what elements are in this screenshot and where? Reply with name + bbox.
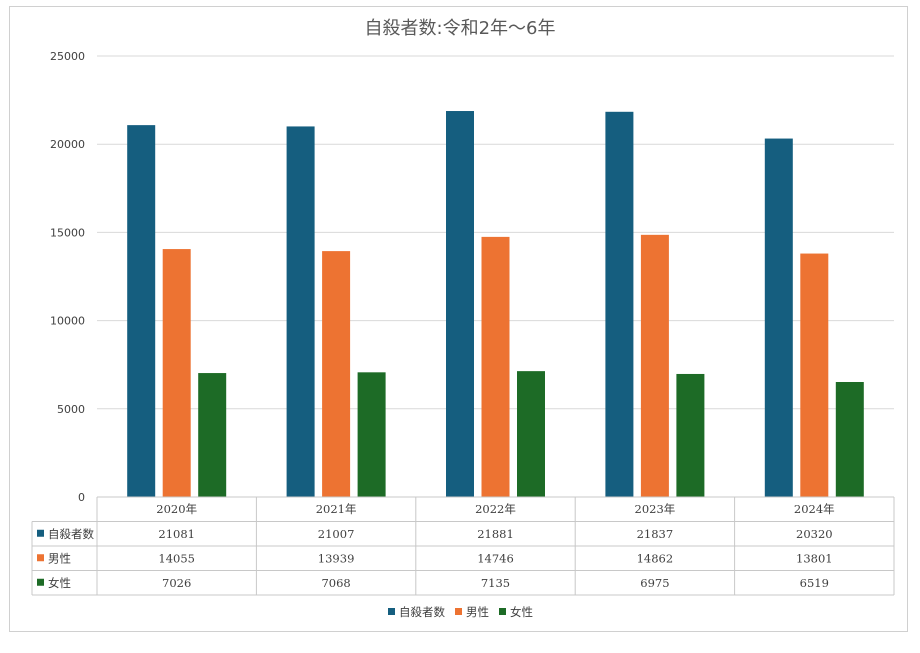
bar	[286, 126, 315, 497]
data-label: 21881	[477, 527, 514, 541]
data-label: 7068	[321, 576, 350, 590]
chart-title: 自殺者数:令和2年～6年	[365, 18, 556, 39]
data-label: 21837	[637, 527, 674, 541]
x-tick-label: 2020年	[156, 502, 197, 516]
legend-label: 男性	[466, 605, 489, 619]
bar	[322, 251, 351, 497]
bar	[517, 371, 545, 497]
row-legend-key	[37, 529, 44, 537]
y-tick-label: 0	[78, 491, 85, 504]
bar	[446, 111, 474, 497]
y-tick-label: 20000	[50, 138, 85, 151]
data-label: 14055	[158, 551, 195, 565]
data-label: 6975	[640, 576, 669, 590]
data-label: 13801	[796, 551, 833, 565]
bar	[764, 138, 793, 497]
legend-label: 自殺者数	[399, 605, 445, 619]
row-legend-key	[37, 578, 44, 586]
bar	[357, 372, 386, 497]
row-label: 男性	[48, 551, 71, 565]
y-tick-label: 10000	[50, 315, 85, 328]
data-label: 20320	[796, 527, 833, 541]
row-label: 自殺者数	[48, 527, 94, 541]
data-label: 13939	[318, 551, 355, 565]
x-tick-label: 2024年	[794, 502, 835, 516]
legend-key	[499, 608, 506, 615]
data-label: 7026	[162, 576, 191, 590]
data-label: 21081	[158, 527, 195, 541]
y-tick-label: 5000	[57, 403, 85, 416]
x-tick-label: 2021年	[316, 502, 357, 516]
data-label: 21007	[318, 527, 355, 541]
bar	[162, 249, 191, 497]
bar	[835, 382, 864, 497]
bar	[605, 111, 634, 497]
bar	[127, 125, 156, 497]
row-label: 女性	[48, 576, 71, 590]
bar	[676, 373, 705, 497]
bar	[800, 253, 829, 497]
legend-key	[388, 608, 395, 615]
y-tick-label: 15000	[50, 226, 85, 239]
bar	[481, 236, 510, 497]
y-axis: 0 5000 10000 15000 20000 25000	[50, 50, 85, 504]
bar-layer	[127, 111, 864, 497]
legend-label: 女性	[510, 605, 533, 619]
x-tick-label: 2022年	[475, 502, 516, 516]
legend-key	[455, 608, 462, 615]
bar	[640, 234, 669, 497]
legend: 自殺者数 男性 女性	[388, 605, 533, 619]
data-label: 14746	[477, 551, 514, 565]
data-label: 6519	[800, 576, 829, 590]
bar	[198, 373, 227, 497]
row-legend-key	[37, 554, 44, 562]
data-label: 14862	[637, 551, 674, 565]
x-tick-label: 2023年	[635, 502, 676, 516]
y-tick-label: 25000	[50, 50, 85, 63]
data-label: 7135	[481, 576, 510, 590]
